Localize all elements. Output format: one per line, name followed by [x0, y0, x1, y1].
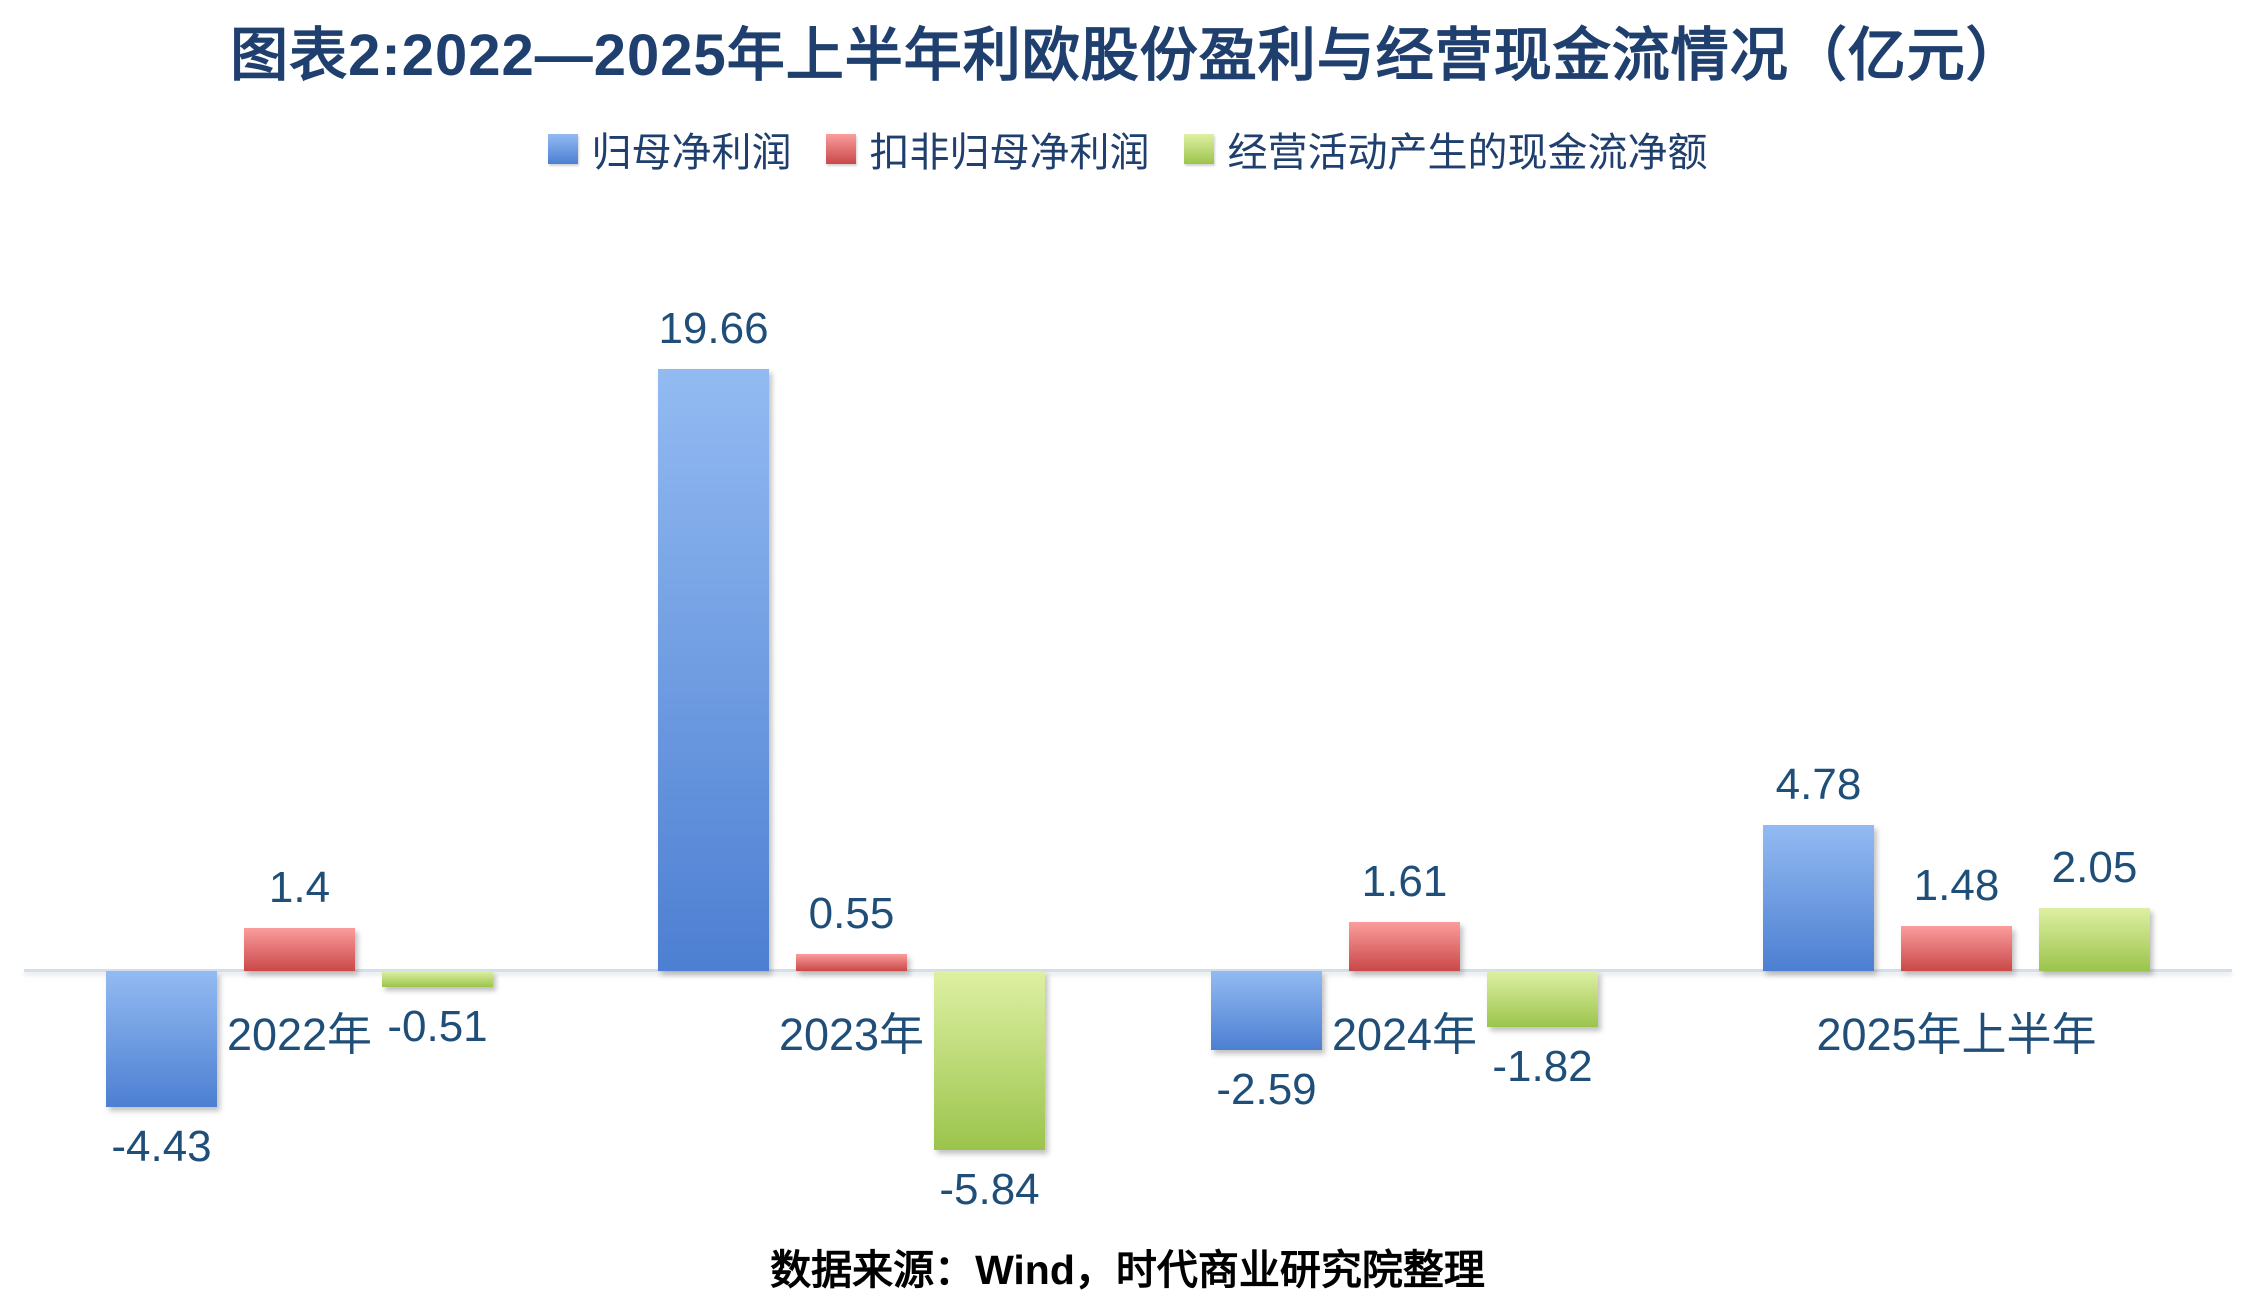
source-note: 数据来源：Wind，时代商业研究院整理	[0, 1236, 2255, 1296]
legend-swatch-icon	[1183, 134, 1214, 164]
legend-swatch-icon	[825, 134, 856, 164]
legend: 归母净利润 扣非归母净利润 经营活动产生的现金流净额	[0, 120, 2255, 178]
bar-s0-c3	[1763, 824, 1874, 971]
bar-value-label: 1.48	[1913, 860, 2000, 910]
category-label: 2025年上半年	[1816, 1009, 2097, 1060]
bar-s2-c0	[382, 971, 493, 987]
bar-s1-c3	[1901, 925, 2012, 971]
bar-value-label: 0.55	[808, 889, 895, 939]
legend-item-0: 归母净利润	[547, 120, 792, 178]
bar-s0-c1	[658, 369, 769, 971]
legend-label: 扣非归母净利润	[869, 131, 1150, 175]
bar-s0-c2	[1211, 971, 1322, 1051]
bar-value-label: -1.82	[1492, 1041, 1593, 1091]
source-suffix: ，时代商业研究院整理	[1074, 1247, 1485, 1293]
legend-item-2: 经营活动产生的现金流净额	[1183, 120, 1708, 178]
page-title: 图表2:2022—2025年上半年利欧股份盈利与经营现金流情况（亿元）	[230, 23, 2025, 88]
bar-s1-c0	[244, 928, 355, 971]
bar-s2-c2	[1487, 971, 1598, 1027]
bar-value-label: 2.05	[2051, 843, 2138, 893]
bar-s1-c1	[796, 954, 907, 971]
x-axis-zero-line	[24, 969, 2232, 972]
bar-value-label: 1.4	[268, 863, 331, 913]
bar-s0-c0	[106, 971, 217, 1107]
category-label: 2024年	[1331, 1009, 1478, 1060]
source-prefix: 数据来源：	[770, 1247, 976, 1293]
bar-value-label: -5.84	[939, 1164, 1040, 1214]
bar-s2-c1	[934, 971, 1045, 1150]
legend-swatch-icon	[547, 134, 578, 164]
bar-s2-c3	[2039, 908, 2150, 971]
category-label: 2023年	[778, 1009, 925, 1060]
bar-value-label: 4.78	[1775, 759, 1862, 809]
bar-value-label: 19.66	[658, 304, 769, 353]
legend-item-1: 扣非归母净利润	[825, 120, 1150, 178]
legend-label: 归母净利润	[591, 131, 792, 175]
category-label: 2022年	[226, 1009, 373, 1060]
legend-label: 经营活动产生的现金流净额	[1227, 131, 1708, 175]
bar-value-label: -2.59	[1216, 1065, 1317, 1115]
bar-value-label: 1.61	[1361, 856, 1448, 906]
bar-s1-c2	[1349, 921, 1460, 971]
bar-value-label: -4.43	[111, 1121, 212, 1171]
source-vendor: Wind	[975, 1247, 1075, 1293]
bar-value-label: -0.51	[387, 1001, 488, 1051]
